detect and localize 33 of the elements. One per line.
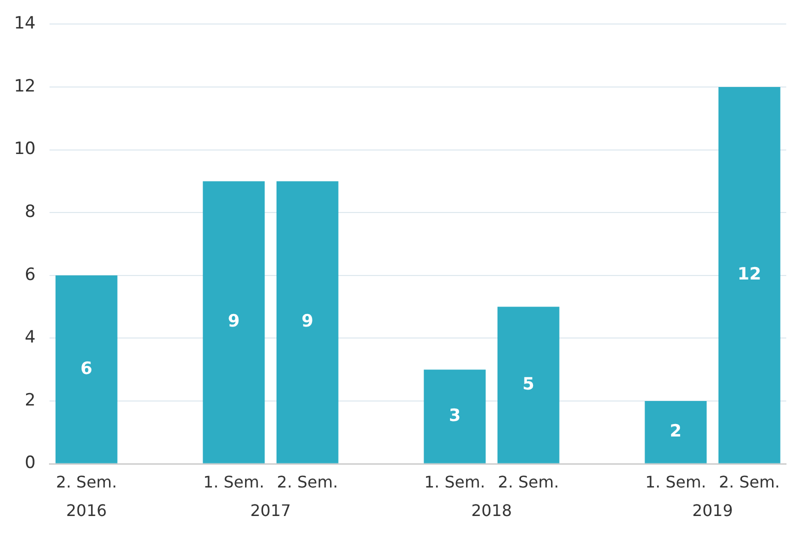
data-label: 2 bbox=[670, 422, 682, 442]
data-label: 6 bbox=[80, 358, 92, 379]
y-tick-label: 8 bbox=[24, 202, 36, 222]
bar bbox=[202, 181, 265, 464]
x-tick-label: 2. Sem. bbox=[56, 472, 117, 492]
x-tick-label: 2. Sem. bbox=[718, 472, 780, 492]
data-label: 3 bbox=[448, 406, 461, 426]
bar bbox=[424, 370, 486, 464]
x-tick-label: 1. Sem. bbox=[645, 472, 706, 492]
y-tick-label: 6 bbox=[24, 264, 36, 285]
text: 2017 bbox=[250, 500, 291, 520]
bar bbox=[497, 306, 560, 464]
bar bbox=[644, 401, 707, 464]
y-tick-label: 4 bbox=[24, 328, 36, 348]
data-label: 5 bbox=[522, 374, 534, 394]
y-tick-label: 12 bbox=[14, 76, 36, 96]
x-tick-label: 1. Sem. bbox=[203, 472, 264, 492]
y-tick-label: 0 bbox=[24, 453, 36, 474]
text: 2018 bbox=[471, 500, 512, 520]
bar bbox=[718, 87, 780, 464]
x-tick-label: 2. Sem. bbox=[498, 472, 559, 492]
x-tick-label: 1. Sem. bbox=[424, 472, 486, 492]
bar bbox=[56, 275, 118, 464]
data-label: 12 bbox=[738, 264, 762, 285]
x-tick-label: 2. Sem. bbox=[276, 472, 338, 492]
text: 2016 bbox=[66, 500, 107, 520]
bar bbox=[276, 181, 338, 464]
data-label: 9 bbox=[228, 312, 240, 332]
y-tick-label: 14 bbox=[14, 14, 36, 34]
text: 2019 bbox=[692, 500, 733, 520]
y-tick-label: 10 bbox=[14, 139, 36, 160]
data-label: 9 bbox=[302, 312, 314, 332]
y-tick-label: 2 bbox=[24, 390, 36, 410]
